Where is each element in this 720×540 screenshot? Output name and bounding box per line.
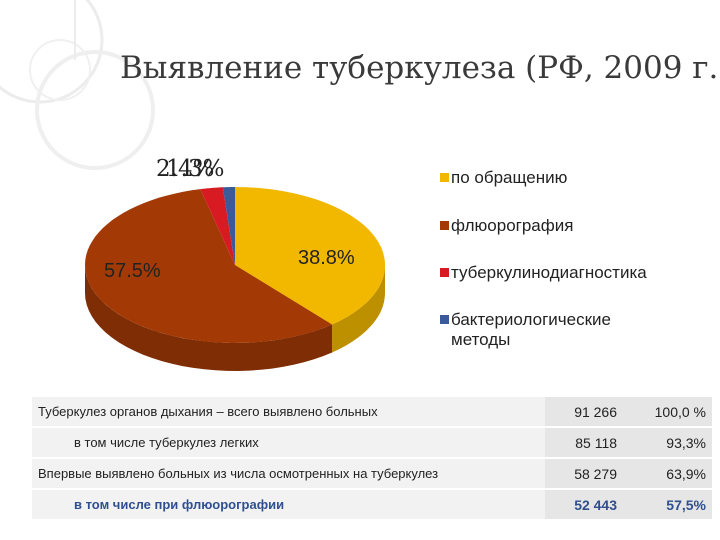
row-percent: 57,5% — [623, 489, 712, 521]
legend-label: бактериологические методы — [451, 310, 611, 349]
pie-slice-4 — [222, 187, 235, 265]
legend-swatch — [440, 221, 449, 230]
legend-swatch — [440, 173, 449, 182]
legend-swatch — [440, 315, 449, 324]
legend-item: бактериологические методы — [440, 310, 655, 350]
legend-label: по обращению — [451, 168, 568, 187]
legend-label: туберкулинодиагностика — [451, 263, 647, 282]
table-row: Впервые выявлено больных из числа осмотр… — [32, 458, 712, 490]
row-percent: 100,0 % — [623, 397, 712, 428]
row-count: 91 266 — [544, 397, 624, 428]
row-count: 52 443 — [544, 489, 624, 521]
table-row: в том числе при флюорографии 52 443 57,5… — [32, 489, 712, 521]
legend-item: по обращению — [440, 168, 567, 188]
row-label: Впервые выявлено больных из числа осмотр… — [32, 458, 545, 490]
legend-label: флюорография — [451, 216, 574, 235]
page-title: Выявление туберкулеза (РФ, 2009 г.) — [120, 50, 720, 86]
table-row: в том числе туберкулез легких 85 118 93,… — [32, 427, 712, 459]
row-count: 58 279 — [544, 458, 624, 490]
row-label: Туберкулез органов дыхания – всего выявл… — [32, 397, 545, 428]
data-label-1: 38.8% — [298, 247, 355, 269]
decorative-circles — [0, 0, 155, 170]
data-label-3: 2.4% — [156, 156, 215, 182]
pie-slice-1 — [235, 187, 385, 325]
legend-item: туберкулинодиагностика — [440, 263, 647, 283]
pie-side-1 — [332, 265, 385, 353]
statistics-table: Туберкулез органов дыхания – всего выявл… — [32, 397, 712, 521]
row-label: в том числе туберкулез легких — [32, 427, 545, 459]
table-row: Туберкулез органов дыхания – всего выявл… — [32, 397, 712, 428]
row-label: в том числе при флюорографии — [32, 489, 545, 521]
row-count: 85 118 — [544, 427, 624, 459]
data-label-4: 1.3% — [166, 156, 225, 182]
pie-slice-2 — [85, 189, 333, 343]
pie-slice-3 — [200, 187, 235, 265]
pie-sides — [85, 265, 385, 371]
legend-swatch — [440, 268, 449, 277]
row-percent: 63,9% — [623, 458, 712, 490]
legend-item: флюорография — [440, 216, 573, 236]
row-percent: 93,3% — [623, 427, 712, 459]
pie-side-2 — [85, 265, 333, 371]
data-label-2: 57.5% — [104, 260, 161, 282]
